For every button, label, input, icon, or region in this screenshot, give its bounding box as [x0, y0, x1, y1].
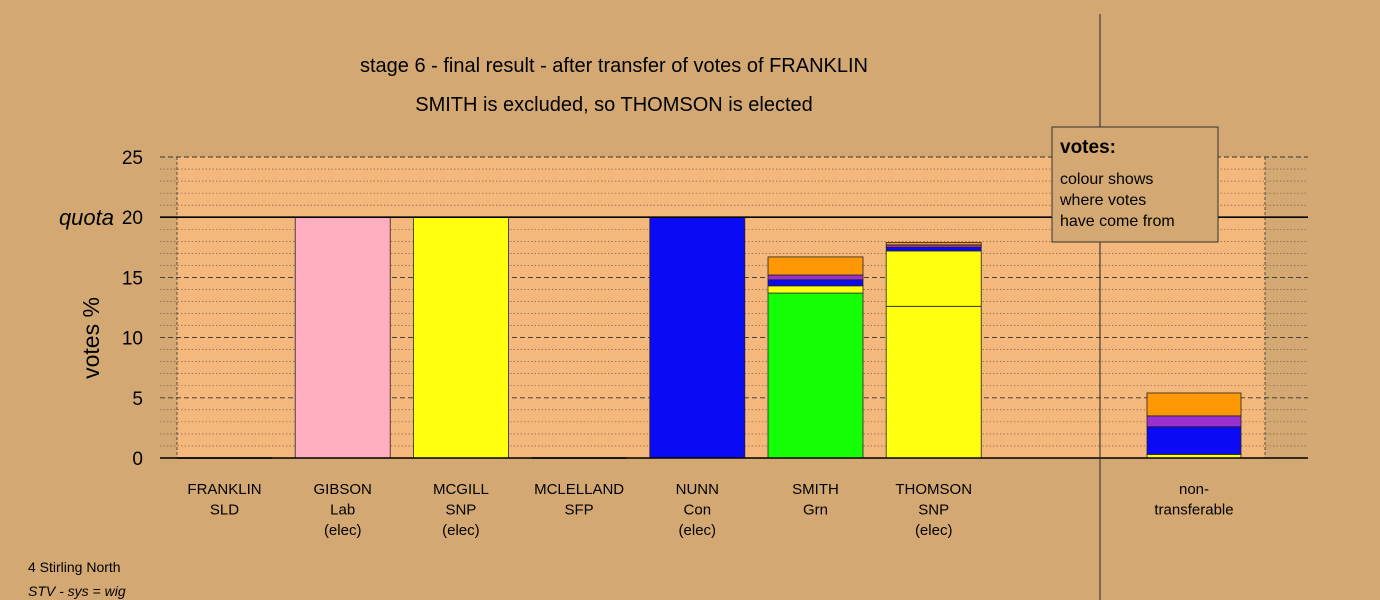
bar-segment-thomson [885, 305, 982, 459]
bar-segment-smith [767, 292, 864, 459]
candidate-label: SNP [445, 502, 476, 519]
candidate-label: FRANKLIN [187, 481, 261, 498]
bars [177, 216, 1242, 459]
bar-segment-gibson [294, 216, 391, 459]
candidate-label: Con [684, 502, 712, 519]
bar-segment-nunn [649, 216, 746, 459]
candidate-label: THOMSON [895, 481, 972, 498]
bar-segment-nontransferable [1146, 426, 1242, 455]
candidate-label: SFP [565, 502, 594, 519]
bar-segment-mcgill [412, 216, 509, 459]
quota-label: quota [59, 205, 114, 230]
legend-line-2: where votes [1059, 192, 1146, 209]
candidate-label: (elec) [679, 522, 717, 539]
legend: votes: colour shows where votes have com… [1051, 126, 1219, 243]
candidate-label: MCLELLAND [534, 481, 624, 498]
candidate-labels: FRANKLIN SLD GIBSON Lab (elec) MCGILL SNP (elec… [187, 481, 1233, 539]
candidate-label: Grn [803, 502, 828, 519]
candidate-label: GIBSON [314, 481, 372, 498]
candidate-label: MCGILL [433, 481, 489, 498]
candidate-label: NUNN [676, 481, 719, 498]
bar-segment-smith [767, 256, 864, 276]
y-tick-labels: 0 5 10 15 20 25 [122, 148, 143, 470]
bar-segment-thomson [885, 242, 982, 246]
bar-segment-smith [767, 285, 864, 294]
candidate-label: SMITH [792, 481, 839, 498]
y-tick-label: 5 [132, 389, 143, 410]
legend-title: votes: [1060, 137, 1116, 158]
bar-segment-nontransferable [1146, 392, 1242, 417]
candidate-label: SLD [210, 502, 239, 519]
nontransferable-label: transferable [1154, 502, 1233, 519]
bar-segment-nontransferable [1146, 415, 1242, 428]
nontransferable-label: non- [1179, 481, 1209, 498]
y-tick-label: 25 [122, 148, 143, 169]
candidate-label: SNP [918, 502, 949, 519]
legend-line-1: colour shows [1060, 171, 1153, 188]
chart-subtitle: SMITH is excluded, so THOMSON is elected [415, 94, 813, 116]
legend-line-3: have come from [1060, 213, 1175, 230]
bar-segment-thomson [885, 246, 982, 252]
candidate-label: (elec) [915, 522, 953, 539]
legend-box [1051, 126, 1219, 243]
bar-segment-smith [767, 274, 864, 281]
bar-segment-thomson [885, 250, 982, 307]
y-tick-label: 20 [122, 208, 143, 229]
y-tick-label: 10 [122, 329, 143, 350]
constituency-label: 4 Stirling North [28, 559, 121, 575]
system-label: STV - sys = wig [28, 583, 126, 599]
candidate-label: (elec) [324, 522, 362, 539]
chart-title: stage 6 - final result - after transfer … [360, 55, 868, 77]
y-tick-label: 0 [132, 449, 143, 470]
y-axis-label: votes % [78, 297, 104, 379]
y-tick-label: 15 [122, 268, 143, 289]
candidate-label: (elec) [442, 522, 480, 539]
candidate-label: Lab [330, 502, 355, 519]
bar-segment-smith [767, 279, 864, 287]
